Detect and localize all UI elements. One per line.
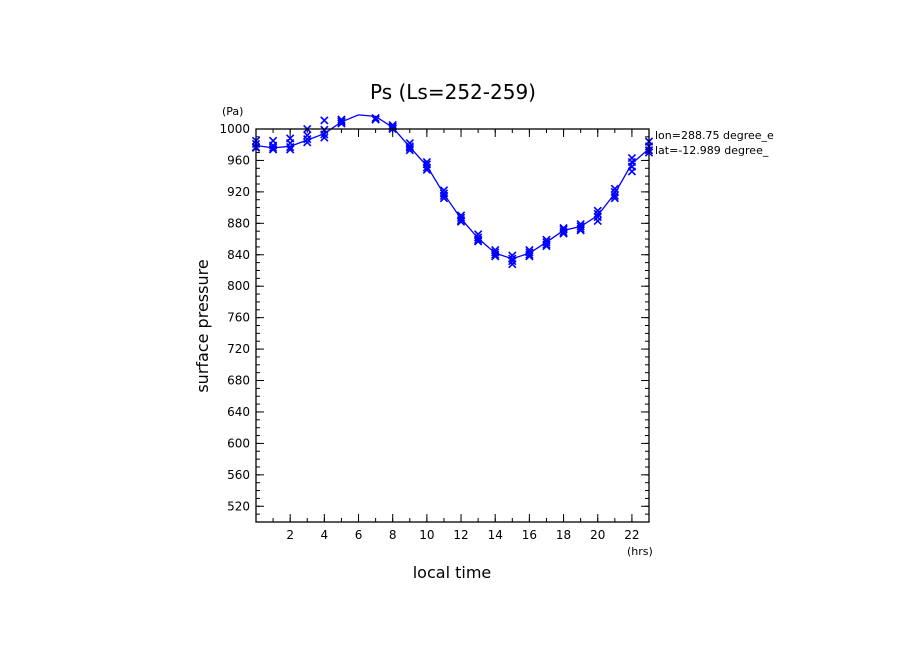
data-point — [508, 260, 517, 269]
data-point — [576, 226, 585, 235]
data-point — [286, 142, 295, 152]
data-point — [576, 224, 585, 233]
data-point — [268, 143, 278, 153]
y-tick-label: 640 — [227, 405, 250, 419]
data-point — [422, 163, 432, 172]
data-point — [405, 146, 414, 155]
data-point — [508, 256, 517, 266]
y-tick-label: 760 — [227, 311, 250, 325]
y-tick-label: 880 — [227, 216, 250, 230]
x-tick-label: 20 — [590, 528, 605, 542]
x-tick-label: 4 — [321, 528, 329, 542]
y-tick-label: 800 — [227, 279, 250, 293]
data-point — [491, 252, 500, 261]
data-point — [542, 241, 551, 251]
y-tick-label: 1000 — [219, 122, 250, 136]
data-point — [491, 250, 500, 259]
data-point — [593, 209, 602, 219]
y-tick-label: 680 — [227, 374, 250, 388]
data-point — [559, 227, 568, 237]
data-point — [303, 138, 312, 147]
x-tick-label: 12 — [453, 528, 468, 542]
data-point — [542, 240, 551, 249]
data-point — [593, 216, 602, 226]
x-axis-unit: (hrs) — [627, 545, 653, 558]
data-point — [268, 145, 278, 154]
data-point — [405, 143, 414, 153]
x-tick-label: 8 — [389, 528, 397, 542]
data-point — [439, 191, 449, 200]
data-point — [610, 194, 619, 203]
y-tick-label: 600 — [227, 436, 250, 450]
data-point — [337, 117, 346, 127]
data-point — [439, 194, 449, 203]
data-point — [525, 250, 534, 259]
data-point — [371, 113, 380, 123]
data-point — [388, 124, 397, 133]
data-point — [627, 167, 637, 176]
chart-title: Ps (Ls=252-259) — [370, 80, 536, 104]
x-tick-label: 10 — [419, 528, 434, 542]
annotation-lon: lon=288.75 degree_e — [655, 129, 774, 142]
data-point — [303, 135, 312, 144]
y-axis-unit: (Pa) — [222, 105, 243, 118]
x-tick-label: 14 — [488, 528, 503, 542]
data-point — [473, 237, 483, 246]
x-tick-label: 2 — [286, 528, 294, 542]
y-tick-label: 520 — [227, 499, 250, 513]
data-point — [559, 229, 568, 238]
y-tick-label: 920 — [227, 185, 250, 199]
data-point — [610, 184, 619, 193]
y-tick-label: 720 — [227, 342, 250, 356]
annotation-lat: lat=-12.989 degree_ — [655, 144, 769, 157]
data-point — [320, 116, 329, 125]
data-point — [473, 235, 483, 244]
axis-ticks: 2 4 6 8 10 12 14 16 18 20 22 520 560 600 640 680 720 760 8… — [219, 122, 650, 542]
data-point — [456, 217, 466, 226]
y-tick-label: 960 — [227, 153, 250, 167]
data-marks — [251, 113, 654, 269]
y-tick-label: 840 — [227, 248, 250, 262]
data-point — [422, 165, 432, 175]
data-point — [286, 145, 295, 154]
data-point — [337, 119, 346, 128]
data-point — [371, 115, 380, 124]
data-point — [320, 130, 329, 139]
x-tick-label: 18 — [556, 528, 571, 542]
data-point — [525, 252, 534, 261]
y-tick-label: 560 — [227, 468, 250, 482]
plot-frame — [255, 128, 650, 523]
y-axis-label: surface pressure — [193, 259, 212, 392]
data-point — [593, 206, 602, 215]
x-axis-label: local time — [413, 563, 492, 582]
x-tick-label: 16 — [522, 528, 537, 542]
data-point — [610, 191, 619, 200]
data-point — [320, 133, 329, 142]
x-tick-label: 22 — [624, 528, 639, 542]
x-tick-label: 6 — [355, 528, 363, 542]
data-point — [456, 216, 466, 225]
